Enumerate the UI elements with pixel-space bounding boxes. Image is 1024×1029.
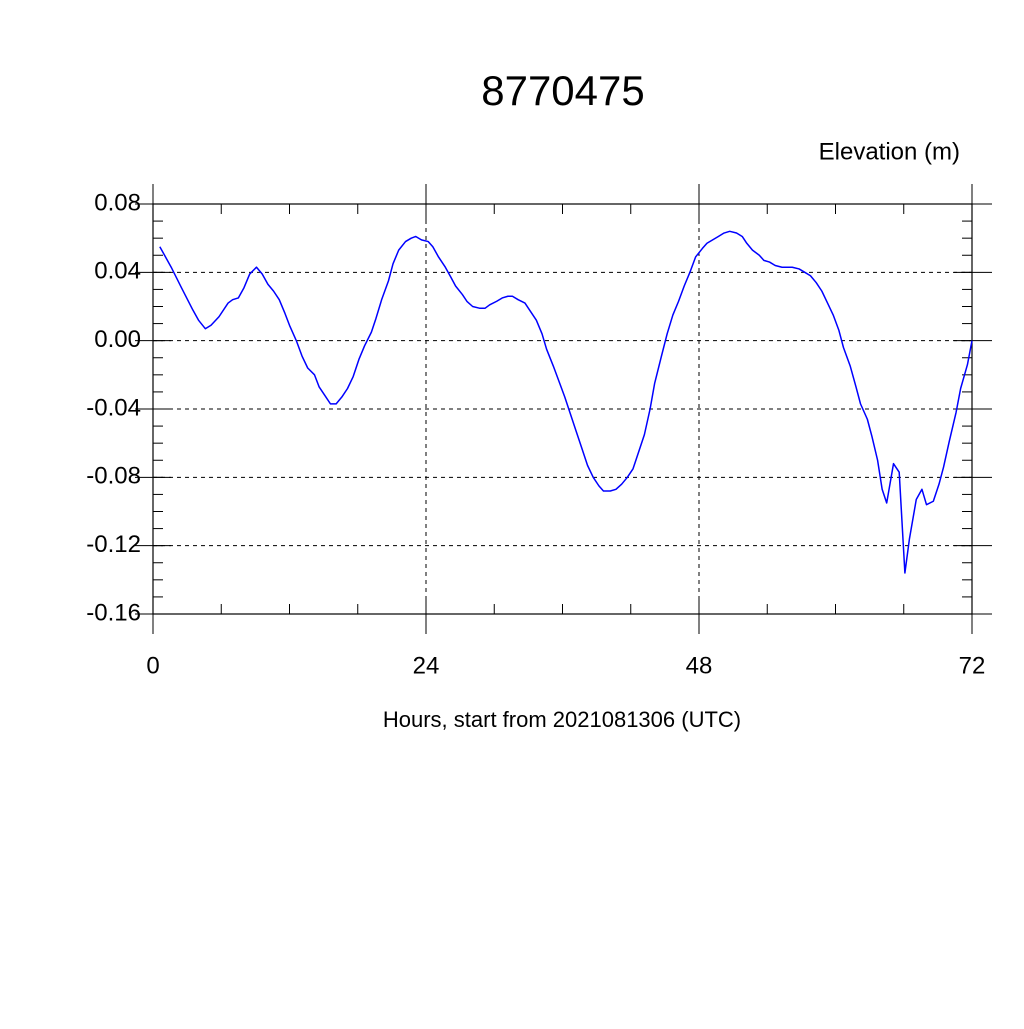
- y-tick-label: 0.04: [94, 258, 141, 285]
- y-tick-label: -0.16: [86, 599, 141, 626]
- y-tick-label: 0.00: [94, 326, 141, 353]
- y-tick-label: -0.08: [86, 463, 141, 490]
- x-tick-label: 24: [413, 652, 440, 679]
- y-axis-label: Elevation (m): [819, 138, 960, 165]
- plot-frame: [152, 203, 973, 615]
- x-tick-label: 0: [146, 652, 159, 679]
- data-line: [159, 230, 973, 574]
- y-tick-label: 0.08: [94, 189, 141, 216]
- x-tick-label: 72: [959, 652, 986, 679]
- x-axis-label: Hours, start from 2021081306 (UTC): [383, 707, 741, 732]
- y-tick-label: -0.04: [86, 394, 141, 421]
- y-tick-label: -0.12: [86, 531, 141, 558]
- chart-title: 8770475: [481, 67, 645, 114]
- x-tick-label: 48: [686, 652, 713, 679]
